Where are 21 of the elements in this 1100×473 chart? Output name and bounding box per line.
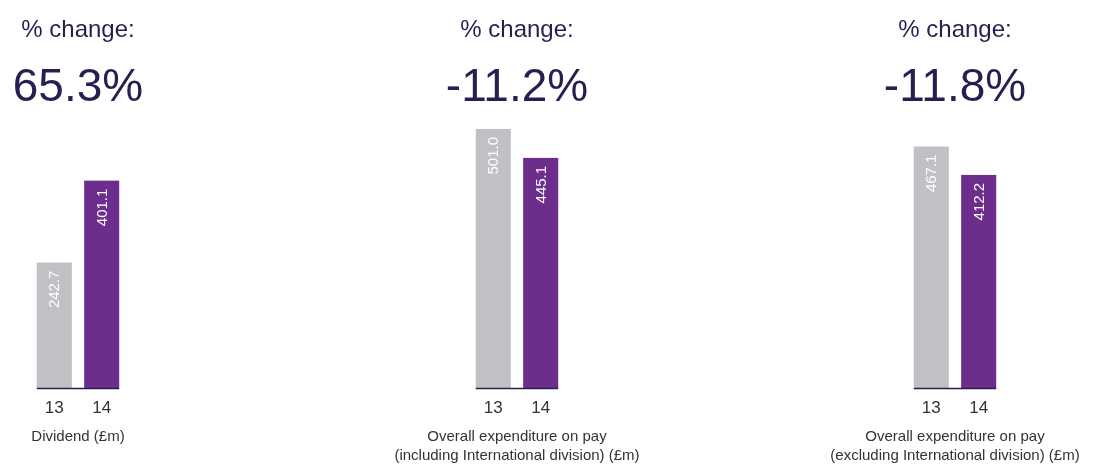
data-label: 467.1 (922, 154, 940, 193)
data-label: 445.1 (531, 165, 549, 204)
data-label: 242.7 (45, 270, 63, 309)
data-label: 412.2 (969, 182, 987, 221)
chart-subtitle: -11.8% (883, 59, 1027, 111)
x-axis-title: Overall expenditure on pay (excluding International division) (£m) (830, 427, 1080, 463)
chart-subtitle: 65.3% (12, 59, 144, 111)
data-label: 401.1 (92, 188, 110, 227)
x-tick-label: 14 (969, 398, 989, 417)
x-tick-label: 13 (483, 398, 503, 417)
x-tick-label: 14 (92, 398, 112, 417)
chart-title: % change: (21, 15, 135, 42)
x-axis-title: Overall expenditure on pay (including International division) (£m) (394, 427, 640, 463)
x-tick-label: 14 (531, 398, 551, 417)
chart-subtitle: -11.2% (445, 59, 589, 111)
x-axis-title: Dividend (£m) (31, 427, 125, 444)
chart-title: % change: (460, 15, 574, 42)
data-label: 501.0 (484, 137, 502, 175)
x-tick-label: 13 (921, 398, 941, 417)
chart-title: % change: (898, 15, 1012, 42)
x-tick-label: 13 (44, 398, 64, 417)
